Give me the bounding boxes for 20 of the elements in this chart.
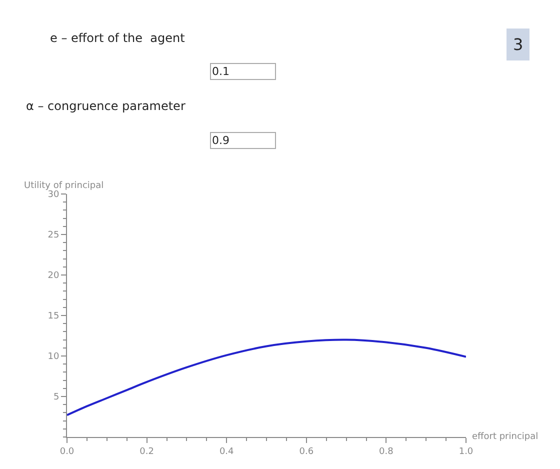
y-tick-label: 30 — [48, 190, 60, 200]
x-tick-label: 0.8 — [379, 446, 394, 457]
x-tick-label: 0.4 — [219, 446, 234, 457]
text: 0.1 — [212, 65, 230, 78]
y-tick-label: 20 — [48, 271, 60, 282]
x-tick-label: 0.6 — [299, 446, 314, 457]
text: α – congruence parameter — [26, 99, 186, 113]
text: 3 — [513, 35, 524, 54]
text: e – effort of the agent — [50, 31, 186, 45]
y-tick-label: 5 — [53, 392, 60, 403]
y-tick-label: 10 — [48, 352, 60, 362]
x-tick-label: 0.2 — [140, 446, 154, 457]
y-axis-title: Utility of principal — [24, 181, 104, 191]
x-axis-title: effort principal — [472, 432, 538, 442]
text: 0.9 — [212, 134, 230, 147]
x-tick-label: 1.0 — [458, 446, 474, 457]
line-series — [67, 338, 466, 416]
y-tick-label: 15 — [48, 312, 60, 322]
x-tick-label: 0.0 — [60, 446, 74, 457]
y-tick-label: 25 — [48, 230, 60, 241]
